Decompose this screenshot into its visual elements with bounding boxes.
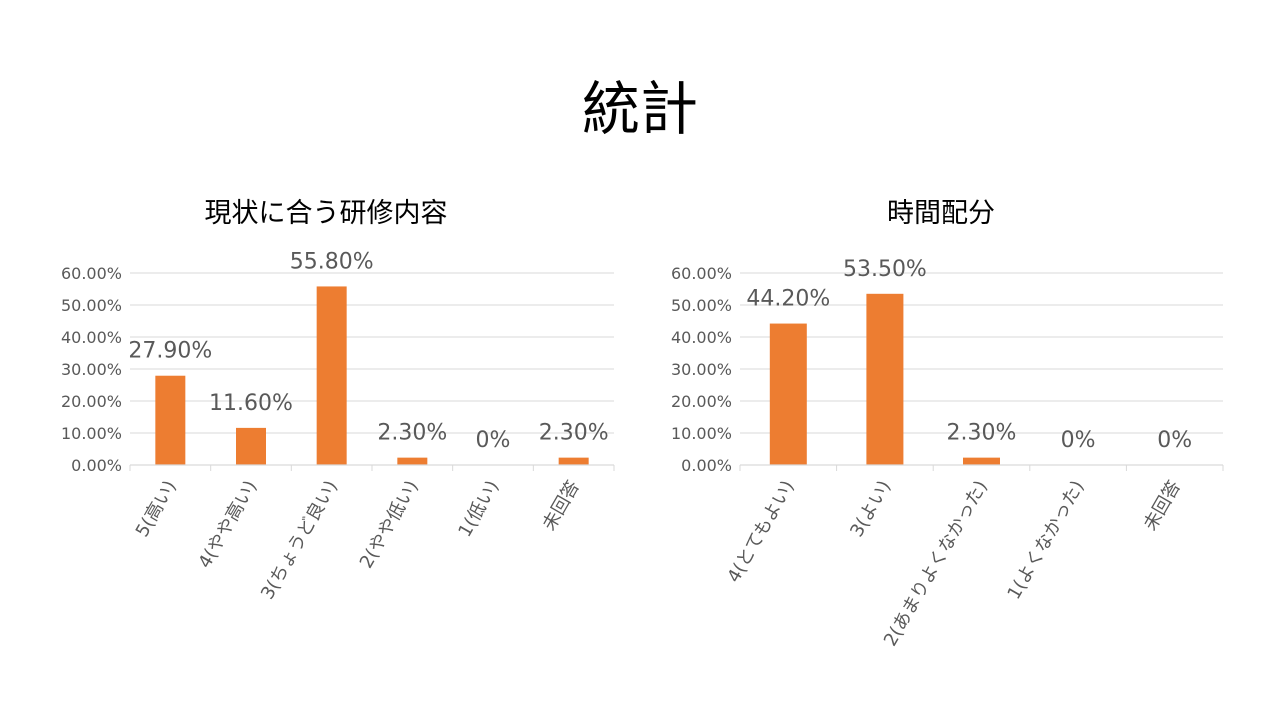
chart-training-content-svg: 現状に合う研修内容 0.00% 10.00% 20.00% 30.00% 40.00% 50… — [61, 198, 615, 603]
data-label: 2.30% — [377, 421, 447, 446]
x-category-label: 3(ちょうど良い) — [257, 477, 342, 603]
x-category-label: 1(よくなかった) — [1003, 477, 1088, 603]
y-tick-label: 50.00% — [671, 296, 732, 315]
data-label: 2.30% — [539, 421, 609, 446]
bar — [558, 457, 589, 465]
bar — [155, 375, 186, 465]
data-label: 27.90% — [128, 339, 212, 364]
chart-title: 時間配分 — [887, 198, 995, 229]
y-tick-label: 20.00% — [671, 392, 732, 411]
y-tick-label: 60.00% — [61, 264, 122, 283]
y-tick-label: 60.00% — [671, 264, 732, 283]
y-tick-label: 10.00% — [671, 424, 732, 443]
y-tick-label: 20.00% — [61, 392, 122, 411]
data-label: 44.20% — [746, 287, 830, 312]
y-tick-label: 30.00% — [61, 360, 122, 379]
bar — [316, 286, 347, 465]
data-label: 11.60% — [209, 391, 293, 416]
x-category-label: 4(とてもよい) — [723, 477, 798, 586]
y-tick-label: 0.00% — [681, 456, 732, 475]
data-label: 53.50% — [843, 257, 927, 282]
chart-title: 現状に合う研修内容 — [205, 198, 448, 229]
data-label: 55.80% — [290, 249, 374, 274]
x-category-label: 2(やや低い) — [356, 477, 423, 572]
bar — [397, 457, 428, 465]
chart-time-allocation-svg: 時間配分 0.00% 10.00% 20.00% 30.00% 40.00% 50.00% 6… — [671, 198, 1224, 650]
y-tick-label: 30.00% — [671, 360, 732, 379]
x-category-label: 未回答 — [539, 477, 584, 534]
bar — [236, 427, 266, 465]
x-category-label: 2(あまりよくなかった) — [880, 477, 992, 650]
y-tick-label: 40.00% — [61, 328, 122, 347]
x-category-label: 未回答 — [1140, 477, 1185, 534]
data-label: 2.30% — [947, 421, 1017, 446]
y-tick-label: 10.00% — [61, 424, 122, 443]
page-title: 統計 — [581, 75, 698, 143]
y-tick-label: 40.00% — [671, 328, 732, 347]
chart-training-content: 現状に合う研修内容 0.00% 10.00% 20.00% 30.00% 40.00% 50… — [40, 180, 640, 680]
bar — [866, 293, 904, 465]
x-category-label: 3(よい) — [846, 477, 895, 541]
data-label: 0% — [1157, 428, 1192, 453]
y-tick-label: 50.00% — [61, 296, 122, 315]
y-tick-label: 0.00% — [71, 456, 122, 475]
x-category-label: 5(高い) — [132, 477, 181, 541]
data-label: 0% — [476, 428, 511, 453]
bar — [963, 457, 1000, 465]
x-category-label: 4(やや高い) — [194, 477, 261, 572]
bar — [769, 323, 807, 465]
x-category-label: 1(低い) — [454, 477, 503, 541]
chart-time-allocation: 時間配分 0.00% 10.00% 20.00% 30.00% 40.00% 50.00% 6… — [650, 180, 1250, 680]
data-label: 0% — [1061, 428, 1096, 453]
